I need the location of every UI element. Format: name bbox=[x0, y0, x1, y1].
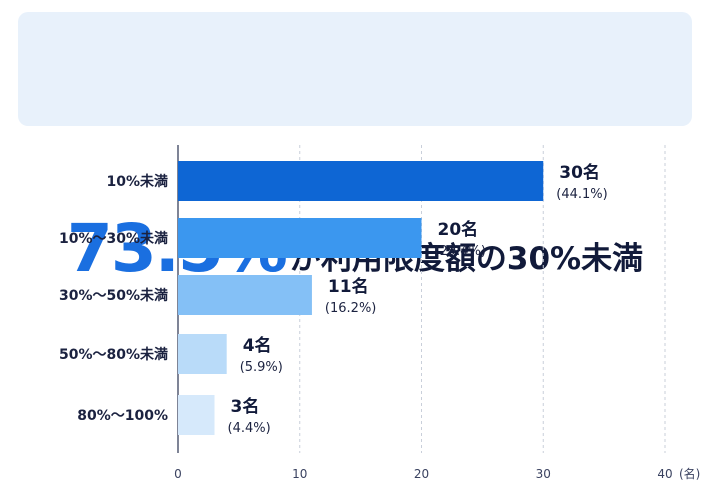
category-label: 10%〜30%未満 bbox=[59, 230, 168, 247]
value-label: 11名 bbox=[328, 276, 369, 297]
value-label: 3名 bbox=[231, 396, 260, 417]
category-label: 80%〜100% bbox=[77, 408, 168, 424]
x-tick-label: 0 bbox=[174, 467, 182, 481]
value-label: 4名 bbox=[243, 335, 272, 356]
value-label: 20名 bbox=[438, 219, 479, 240]
percent-label: (29.4%) bbox=[435, 244, 486, 259]
percent-label: (44.1%) bbox=[556, 187, 607, 202]
percent-label: (5.9%) bbox=[240, 360, 283, 375]
percent-label: (16.2%) bbox=[325, 301, 376, 316]
bar bbox=[178, 275, 312, 315]
x-tick-label: 10 bbox=[292, 467, 307, 481]
bar bbox=[178, 218, 422, 258]
x-unit-label: (名) bbox=[679, 466, 700, 481]
value-label: 30名 bbox=[559, 162, 600, 183]
x-tick-label: 30 bbox=[536, 467, 551, 481]
bar bbox=[178, 395, 215, 435]
x-tick-label: 40 bbox=[657, 467, 672, 481]
bar bbox=[178, 161, 544, 201]
category-label: 30%〜50%未満 bbox=[59, 287, 168, 304]
percent-label: (4.4%) bbox=[228, 421, 271, 436]
headline-panel bbox=[18, 12, 692, 126]
x-tick-label: 20 bbox=[414, 467, 429, 481]
category-label: 50%〜80%未満 bbox=[59, 346, 168, 363]
category-label: 10%未満 bbox=[106, 173, 168, 190]
bar bbox=[178, 334, 227, 374]
